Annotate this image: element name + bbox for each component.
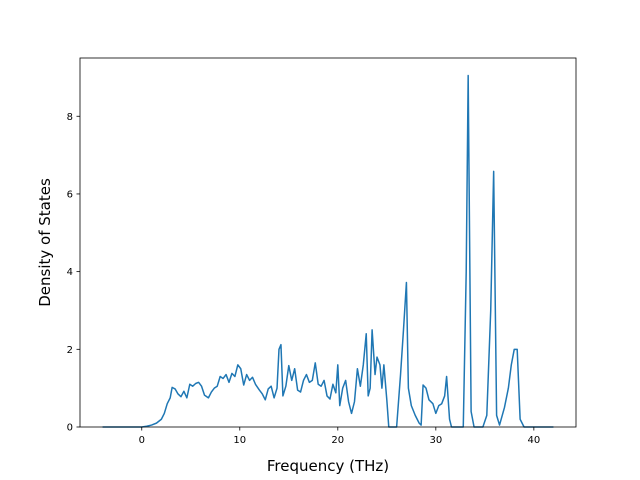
plot-area	[80, 58, 576, 427]
y-axis-ticks: 0 2 4 6 8	[67, 112, 80, 434]
x-axis-ticks: 0 10 20 30 40	[139, 427, 540, 446]
x-tick-label: 10	[233, 435, 246, 446]
axes-frame	[79, 57, 577, 428]
y-tick-label: 6	[67, 189, 73, 200]
y-tick-label: 8	[67, 112, 73, 123]
x-tick-label: 20	[331, 435, 344, 446]
x-axis-label: Frequency (THz)	[267, 457, 389, 475]
series-layer	[102, 74, 554, 428]
x-tick-label: 40	[527, 435, 540, 446]
x-tick-label: 30	[429, 435, 442, 446]
y-axis-label: Density of States	[36, 178, 54, 307]
x-tick-label: 0	[139, 435, 145, 446]
y-tick-label: 0	[67, 423, 73, 434]
series-line-0	[102, 74, 554, 428]
y-tick-label: 4	[67, 267, 73, 278]
y-tick-label: 2	[67, 345, 73, 356]
